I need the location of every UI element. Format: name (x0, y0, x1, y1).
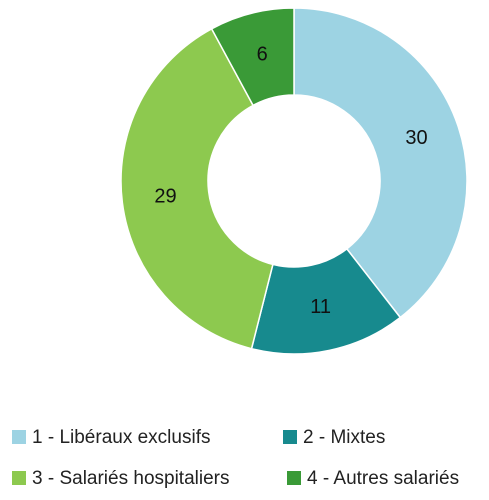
legend-label: 2 - Mixtes (303, 427, 385, 448)
legend-label: 4 - Autres salariés (307, 468, 459, 489)
data-label: 11 (310, 296, 331, 318)
legend-swatch (283, 430, 297, 444)
legend-swatch (287, 471, 301, 485)
donut-segment (210, 7, 295, 107)
donut-segment (120, 27, 274, 350)
legend-swatch (12, 430, 26, 444)
legend-swatch (12, 471, 26, 485)
donut-segment (293, 7, 468, 319)
legend-label: 1 - Libéraux exclusifs (32, 427, 210, 448)
data-label: 29 (154, 185, 176, 207)
legend-label: 3 - Salariés hospitaliers (32, 468, 229, 489)
data-label: 6 (257, 44, 268, 66)
data-label: 30 (405, 127, 427, 149)
